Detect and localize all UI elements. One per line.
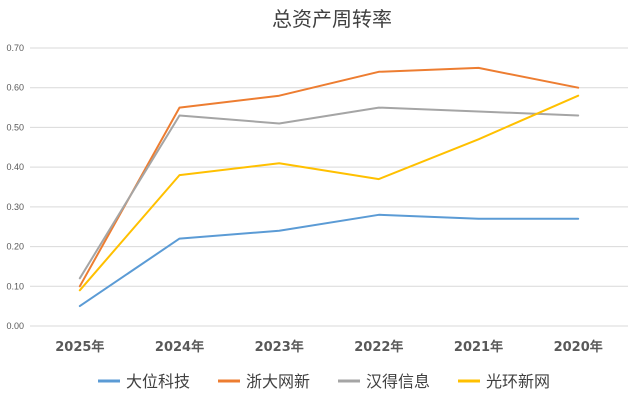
y-tick-label: 0.70 xyxy=(6,43,24,53)
series-line-2 xyxy=(78,66,580,288)
x-axis-categories: 2025年 2024年 2023年 2022年 2021年 2020年 xyxy=(55,339,603,355)
series-line-3 xyxy=(78,106,580,280)
y-tick-label: 0.30 xyxy=(6,202,24,212)
chart-title: 总资产周转率 xyxy=(272,7,392,31)
legend: 大位科技 浙大网新 汉得信息 光环新网 xyxy=(98,372,550,391)
x-category-label: 2024年 xyxy=(155,339,204,355)
x-category-label: 2020年 xyxy=(554,339,603,355)
y-tick-label: 0.20 xyxy=(6,242,24,252)
y-tick-label: 0.00 xyxy=(6,321,24,331)
x-category-label: 2022年 xyxy=(354,339,403,355)
x-category-label: 2025年 xyxy=(55,339,104,355)
y-axis-ticks: 0.00 0.10 0.20 0.30 0.40 0.50 0.60 0.70 xyxy=(6,43,24,331)
y-tick-label: 0.50 xyxy=(6,122,24,132)
series-line-4 xyxy=(78,94,580,292)
legend-label: 光环新网 xyxy=(486,372,550,391)
y-tick-label: 0.40 xyxy=(6,162,24,172)
series-lines xyxy=(78,66,580,308)
y-tick-label: 0.10 xyxy=(6,281,24,291)
legend-label: 浙大网新 xyxy=(246,372,310,391)
gridlines xyxy=(30,47,628,327)
series-line-1 xyxy=(78,213,580,308)
legend-label: 大位科技 xyxy=(126,372,190,391)
x-category-label: 2023年 xyxy=(255,339,304,355)
legend-label: 汉得信息 xyxy=(366,372,430,391)
y-tick-label: 0.60 xyxy=(6,83,24,93)
x-category-label: 2021年 xyxy=(454,339,503,355)
